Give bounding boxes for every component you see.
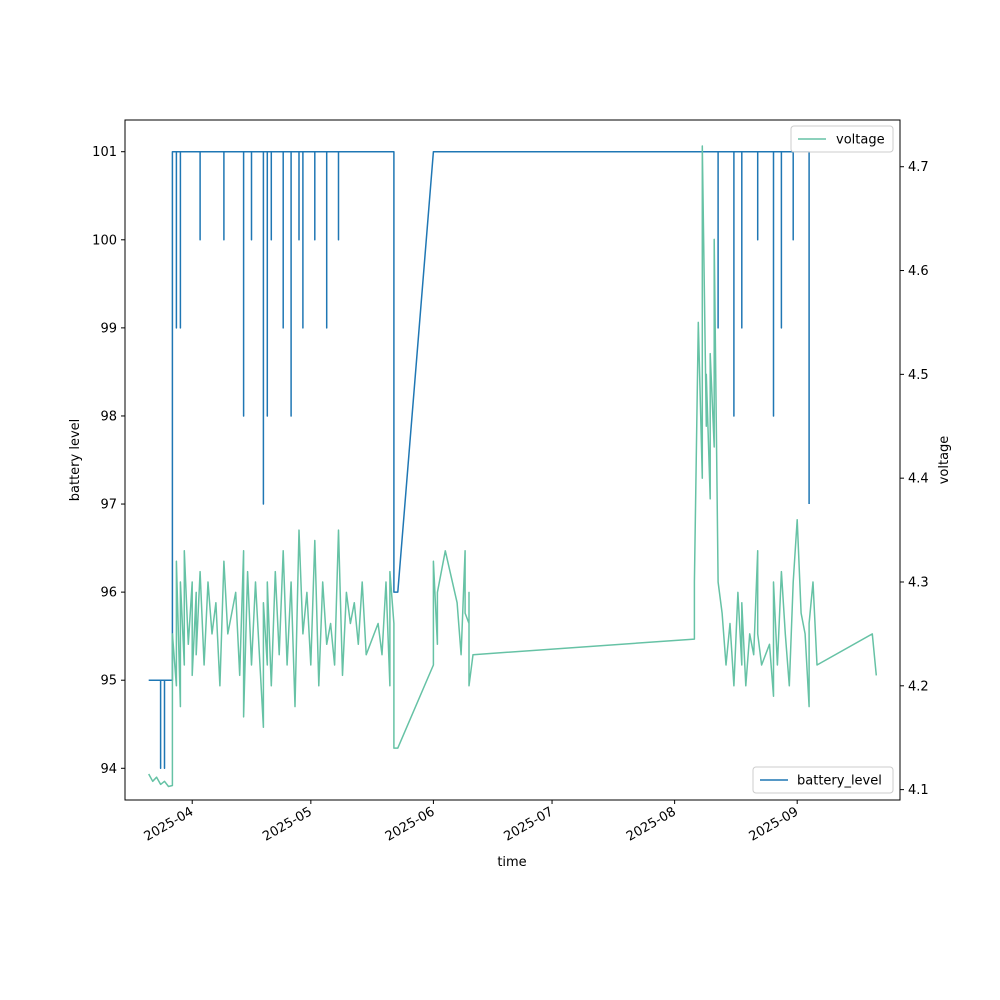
left-y-tick-label: 94 <box>100 762 117 777</box>
right-y-tick-label: 4.5 <box>908 368 929 383</box>
series-line-voltage <box>148 145 878 788</box>
legend-battery-level: battery_level <box>752 766 894 794</box>
left-y-tick-label: 100 <box>92 233 117 248</box>
right-y-axis-label: voltage <box>937 436 952 485</box>
x-axis-label: time <box>497 855 526 870</box>
legend-battery-level-label: battery_level <box>797 774 882 789</box>
right-y-tick-label: 4.7 <box>908 160 929 175</box>
left-y-tick-label: 97 <box>100 498 117 513</box>
legend-voltage-box <box>790 125 894 153</box>
left-y-tick-label: 95 <box>100 674 117 689</box>
right-y-tick-label: 4.1 <box>908 783 929 798</box>
left-y-tick-label: 99 <box>100 321 117 336</box>
left-y-tick-label: 101 <box>92 145 117 160</box>
right-y-tick-label: 4.3 <box>908 575 929 590</box>
right-y-tick-label: 4.4 <box>908 472 929 487</box>
series-line-battery-level <box>148 150 810 770</box>
left-y-tick-label: 96 <box>100 586 117 601</box>
right-y-tick-label: 4.2 <box>908 679 929 694</box>
left-y-axis-label: battery level <box>68 419 83 502</box>
legend-voltage: voltage <box>790 125 894 153</box>
right-y-tick-label: 4.6 <box>908 264 929 279</box>
plot-area <box>148 145 878 788</box>
plot-frame <box>124 119 901 801</box>
legend-battery-level-box <box>752 766 894 794</box>
left-y-tick-label: 98 <box>100 409 117 424</box>
legend-voltage-label: voltage <box>836 133 885 148</box>
